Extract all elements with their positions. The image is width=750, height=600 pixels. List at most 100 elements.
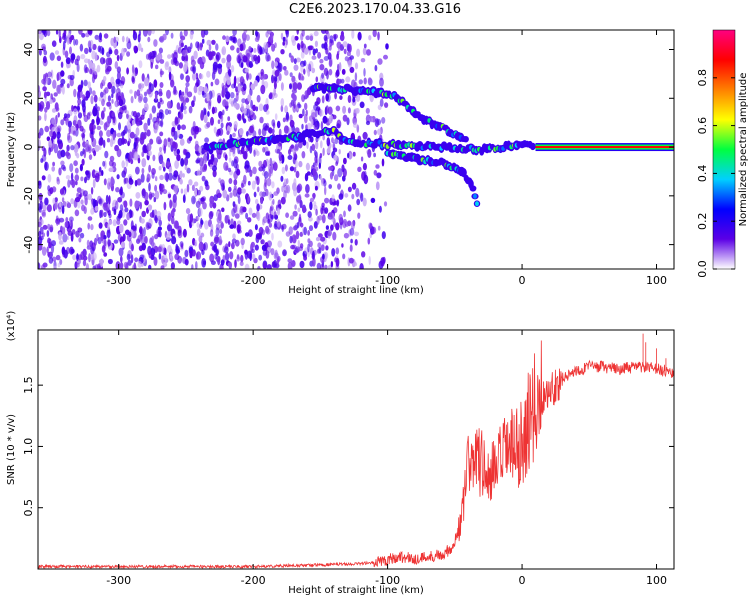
heatmap-cell — [113, 239, 119, 244]
heatmap-cell — [253, 191, 257, 198]
heatmap-cell — [305, 109, 308, 117]
heatmap-cell — [147, 204, 153, 211]
heatmap-cell — [77, 119, 82, 129]
heatmap-cell — [300, 222, 304, 228]
heatmap-cell — [211, 165, 217, 172]
heatmap-cell — [317, 233, 323, 238]
heatmap-cell — [53, 92, 58, 97]
heatmap-cell — [225, 252, 230, 261]
heatmap-cell — [307, 230, 310, 236]
heatmap-cell — [237, 85, 242, 92]
heatmap-cell — [114, 48, 119, 56]
heatmap-cell — [78, 194, 82, 200]
heatmap-cell — [268, 169, 272, 179]
heatmap-cell — [244, 232, 250, 237]
heatmap-cell — [153, 79, 158, 88]
heatmap-cell — [326, 137, 331, 147]
heatmap-cell — [83, 149, 87, 159]
heatmap-cell — [244, 263, 250, 269]
heatmap-cell — [127, 124, 132, 131]
heatmap-cell — [176, 249, 181, 254]
heatmap-cell — [305, 124, 308, 131]
heatmap-cell — [337, 46, 341, 53]
heatmap-cell — [182, 228, 187, 238]
heatmap-cell — [105, 68, 110, 75]
heatmap-cell — [190, 42, 193, 50]
heatmap-cell — [250, 241, 255, 248]
heatmap-cell — [330, 261, 334, 268]
heatmap-cell — [210, 241, 215, 247]
heatmap-cell — [116, 148, 122, 158]
heatmap-cell — [42, 86, 47, 92]
direct-signal-band — [535, 146, 674, 149]
heatmap-cell — [312, 168, 317, 177]
heatmap-cell — [209, 164, 213, 170]
heatmap-cell — [170, 128, 175, 137]
heatmap-cell — [57, 84, 62, 95]
heatmap-cell — [48, 146, 51, 156]
heatmap-cell — [203, 114, 208, 124]
heatmap-cell — [88, 154, 93, 161]
heatmap-cell — [280, 49, 285, 55]
heatmap-cell — [38, 205, 42, 213]
heatmap-cell — [276, 120, 281, 129]
heatmap-cell — [148, 264, 152, 269]
heatmap-cell — [254, 224, 258, 231]
heatmap-cell — [111, 202, 115, 208]
heatmap-cell — [289, 166, 295, 172]
heatmap-cell — [272, 198, 275, 205]
heatmap-cell — [337, 63, 340, 71]
heatmap-cell — [168, 172, 173, 181]
heatmap-cell — [135, 166, 140, 175]
heatmap-cell — [203, 242, 208, 251]
heatmap-cell — [217, 119, 221, 124]
heatmap-cell — [182, 173, 185, 178]
heatmap-cell — [296, 30, 299, 35]
heatmap-cell — [44, 112, 47, 122]
heatmap-cell — [59, 217, 65, 223]
heatmap-cell — [103, 252, 108, 257]
heatmap-cell — [194, 239, 198, 247]
heatmap-cell — [218, 127, 224, 136]
heatmap-cell — [333, 154, 338, 161]
heatmap-cell — [153, 125, 158, 134]
heatmap-cell — [239, 43, 244, 52]
heatmap-cell — [90, 246, 95, 255]
heatmap-cell — [60, 164, 66, 170]
heatmap-cell — [62, 40, 66, 51]
heatmap-cell — [57, 262, 61, 268]
heatmap-cell — [212, 169, 217, 178]
heatmap-cell — [146, 173, 151, 182]
heatmap-cell — [43, 147, 47, 157]
heatmap-cell — [304, 47, 309, 55]
heatmap-cell — [209, 200, 213, 209]
heatmap-cell — [166, 89, 171, 99]
heatmap-cell — [74, 209, 80, 217]
heatmap-cell — [380, 257, 385, 267]
heatmap-cell — [335, 247, 340, 255]
heatmap-cell — [94, 144, 100, 152]
heatmap-cell — [140, 133, 146, 141]
heatmap-cell — [120, 191, 125, 199]
heatmap-cell — [196, 189, 201, 196]
heatmap-cell — [245, 212, 249, 220]
heatmap-cell — [83, 206, 87, 215]
heatmap-cell — [51, 166, 55, 172]
heatmap-cell — [82, 259, 87, 267]
heatmap-cell — [173, 220, 179, 229]
heatmap-cell — [98, 145, 102, 151]
heatmap-cell — [276, 218, 280, 228]
heatmap-cell — [293, 145, 299, 152]
heatmap-cell — [195, 200, 201, 209]
heatmap-cell — [143, 122, 148, 132]
heatmap-cell — [51, 126, 56, 133]
heatmap-cell — [342, 253, 346, 260]
heatmap-cell — [43, 50, 48, 56]
heatmap-cell — [294, 35, 299, 41]
heatmap-cell — [66, 235, 70, 240]
heatmap-cell — [276, 148, 281, 154]
heatmap-cell — [69, 246, 74, 255]
heatmap-cell — [361, 251, 366, 258]
heatmap-cell — [92, 198, 96, 208]
heatmap-cell — [164, 108, 169, 116]
